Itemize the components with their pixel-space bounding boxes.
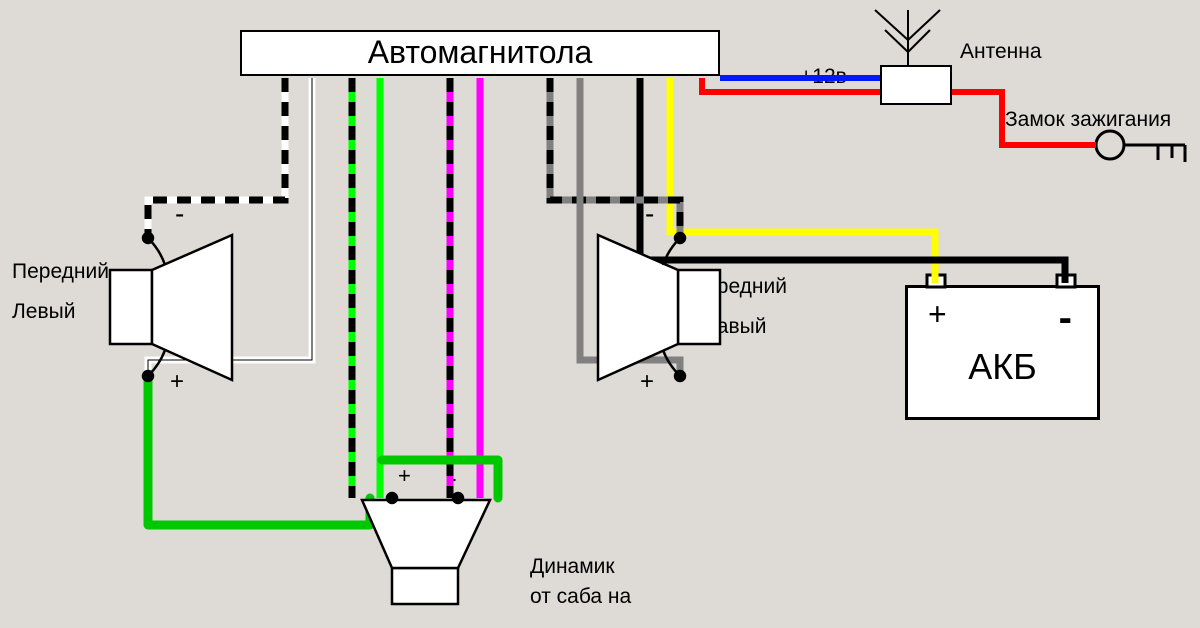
wire-fr-neg-dash [550, 78, 680, 238]
wire-red-b [952, 92, 1096, 145]
antenna-icon [875, 10, 940, 65]
wire-fl-neg-dash [148, 78, 285, 238]
wire-yellow [670, 78, 935, 283]
battery-terminals [927, 275, 1075, 287]
wire-fr-neg-base [550, 78, 680, 238]
ignition-key-icon [1096, 131, 1185, 162]
wiring-svg [0, 0, 1200, 628]
speaker-sub [362, 493, 490, 604]
wire-fl-neg-base [148, 78, 285, 238]
